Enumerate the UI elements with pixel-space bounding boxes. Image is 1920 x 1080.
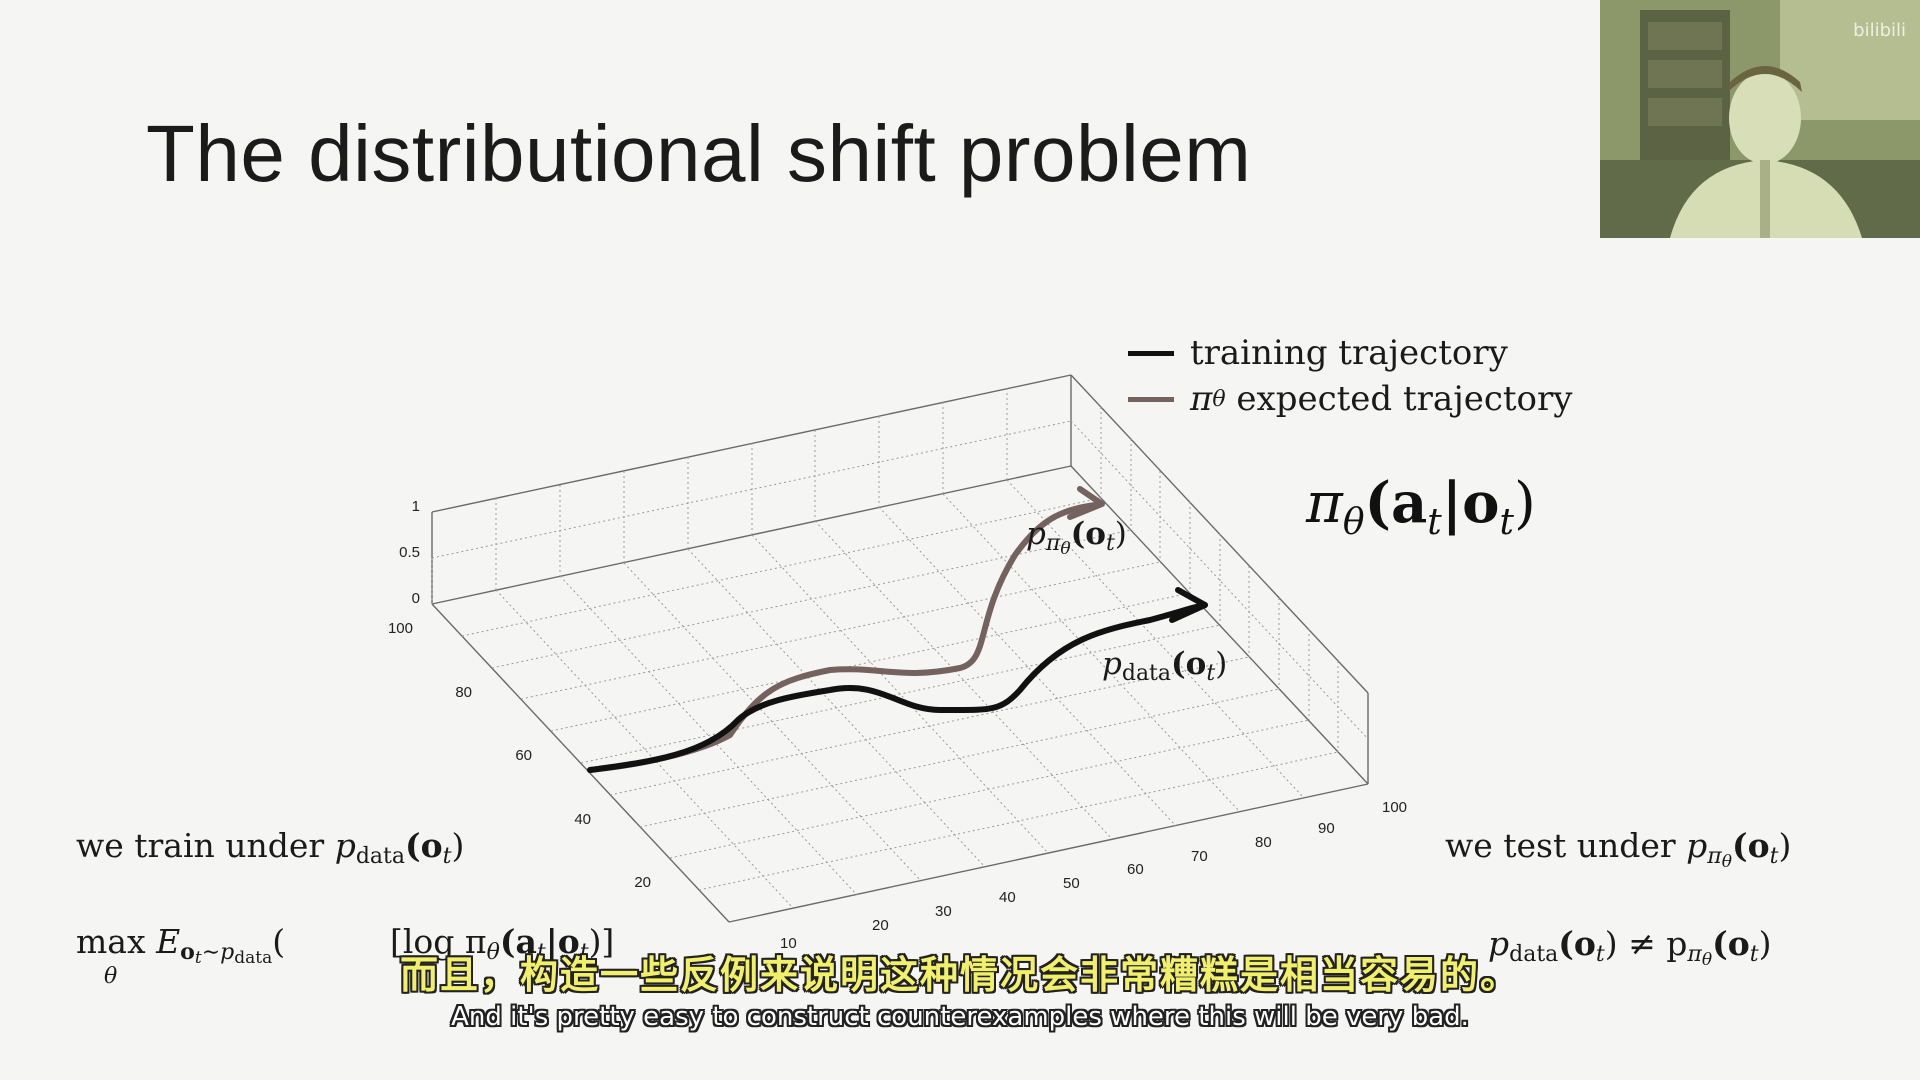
label-p-pi-theta: pπθ(ot) [1026, 516, 1127, 559]
slide-title: The distributional shift problem [146, 109, 1252, 198]
training-trajectory-curve [587, 602, 1208, 773]
max-objective-equation: max θ Eot∼pdata( [log πθ(at|ot)] [76, 922, 615, 989]
neq-equation: pdata(ot) ≠ pπθ(ot) [1488, 924, 1772, 970]
x-tick-label: 20 [872, 917, 889, 934]
legend-swatch-training [1128, 350, 1174, 356]
policy-trajectory-arrowhead [1067, 486, 1105, 520]
y-tick-label: 80 [455, 684, 472, 701]
z-axis-ticks: 1 0.5 0 [399, 498, 420, 607]
plot-box-frame [431, 374, 1369, 923]
train-under-equation: we train under pdata(ot) [76, 826, 465, 869]
z-tick-label: 1 [412, 498, 420, 515]
x-tick-label: 90 [1318, 820, 1335, 837]
x-tick-label: 50 [1063, 875, 1080, 892]
y-tick-label: 100 [388, 620, 413, 637]
x-axis-ticks: 10 20 30 40 50 60 70 80 90 100 [780, 799, 1407, 952]
x-tick-label: 40 [999, 889, 1016, 906]
webcam-overlay: bilibili [1600, 0, 1920, 238]
y-axis-ticks: 100 80 60 40 20 [388, 620, 651, 891]
plot-gridlines [431, 388, 1369, 909]
legend-swatch-policy [1128, 396, 1174, 402]
x-tick-label: 80 [1255, 834, 1272, 851]
policy-formula: πθ(at|ot) [1306, 470, 1536, 543]
x-tick-label: 60 [1127, 861, 1144, 878]
bilibili-logo: bilibili [1853, 20, 1906, 41]
y-tick-label: 20 [634, 874, 651, 891]
x-tick-label: 70 [1191, 848, 1208, 865]
x-tick-label: 30 [935, 903, 952, 920]
subtitle-english: And it's pretty easy to construct counte… [451, 1002, 1469, 1032]
subtitle-chinese: 而且，构造一些反例来说明这种情况会非常糟糕是相当容易的。 [399, 953, 1520, 997]
z-tick-label: 0 [412, 590, 420, 607]
test-under-equation: we test under pπθ(ot) [1445, 826, 1792, 872]
z-tick-label: 0.5 [399, 544, 420, 561]
y-tick-label: 40 [574, 811, 591, 828]
y-tick-label: 60 [515, 747, 532, 764]
x-tick-label: 100 [1382, 799, 1407, 816]
label-p-data: pdata(ot) [1102, 646, 1228, 686]
x-tick-label: 10 [780, 935, 797, 952]
presenter-video [1600, 0, 1920, 238]
policy-trajectory-curve [587, 502, 1098, 773]
training-trajectory-arrowhead [1169, 587, 1208, 623]
legend-item-training: training trajectory [1128, 330, 1573, 376]
